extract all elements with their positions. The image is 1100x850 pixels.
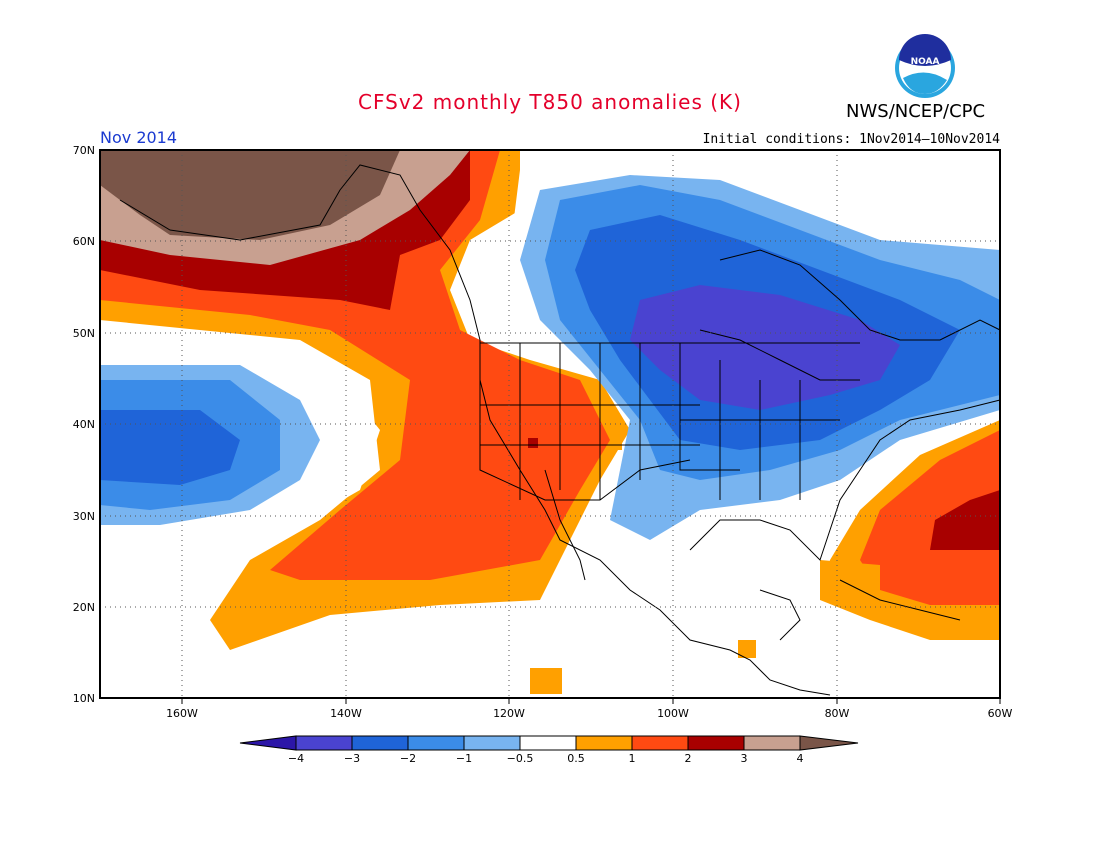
colorbar-swatch [743,735,801,751]
lat-label: 30N [73,510,95,523]
org-label: NWS/NCEP/CPC [846,101,986,122]
colorbar-label: −0.5 [507,752,534,765]
forecast-month: Nov 2014 [100,128,178,147]
colorbar-label: 0.5 [567,752,585,765]
map-frame [99,149,1001,699]
lat-label: 40N [73,418,95,431]
colorbar-swatch [407,735,465,751]
political-borders [479,342,860,501]
colorbar-label: 2 [685,752,692,765]
lat-label: 70N [73,144,95,157]
colorbar-swatch [351,735,409,751]
colorbar-label: −2 [400,752,416,765]
colorbar-swatch [687,735,745,751]
logo-text: NOAA [911,57,940,67]
gridlines [100,150,1000,698]
colorbar-label: 3 [741,752,748,765]
colorbar-label: 1 [629,752,636,765]
lon-labels: 160W 140W 120W 100W 80W 60W [166,707,1012,720]
lon-label: 140W [330,707,362,720]
colorbar-swatch [295,735,353,751]
chart-title: CFSv2 monthly T850 anomalies (K) [358,90,742,114]
lon-label: 160W [166,707,198,720]
lon-label: 120W [493,707,525,720]
initial-conditions: Initial conditions: 1Nov2014–10Nov2014 [702,132,1000,147]
colorbar: −4 −3 −2 −1 −0.5 0.5 1 2 3 4 [239,735,859,765]
noaa-logo-icon: NOAA [895,34,955,98]
colorbar-right-arrow [799,735,859,751]
colorbar-swatch [463,735,521,751]
colorbar-left-arrow [239,735,297,751]
lon-label: 80W [825,707,850,720]
axis-ticks [181,698,1001,704]
lat-label: 20N [73,601,95,614]
lat-labels: 70N 60N 50N 40N 30N 20N 10N [73,144,95,705]
colorbar-label: −1 [456,752,472,765]
lon-label: 100W [657,707,689,720]
colorbar-label: 4 [797,752,804,765]
colorbar-swatch [519,735,577,751]
lat-label: 50N [73,327,95,340]
lat-label: 10N [73,692,95,705]
colorbar-label: −3 [344,752,360,765]
lat-label: 60N [73,235,95,248]
colorbar-swatch [575,735,633,751]
coastlines [119,164,1001,696]
lon-label: 60W [988,707,1013,720]
colorbar-label: −4 [288,752,304,765]
colorbar-swatch [631,735,689,751]
